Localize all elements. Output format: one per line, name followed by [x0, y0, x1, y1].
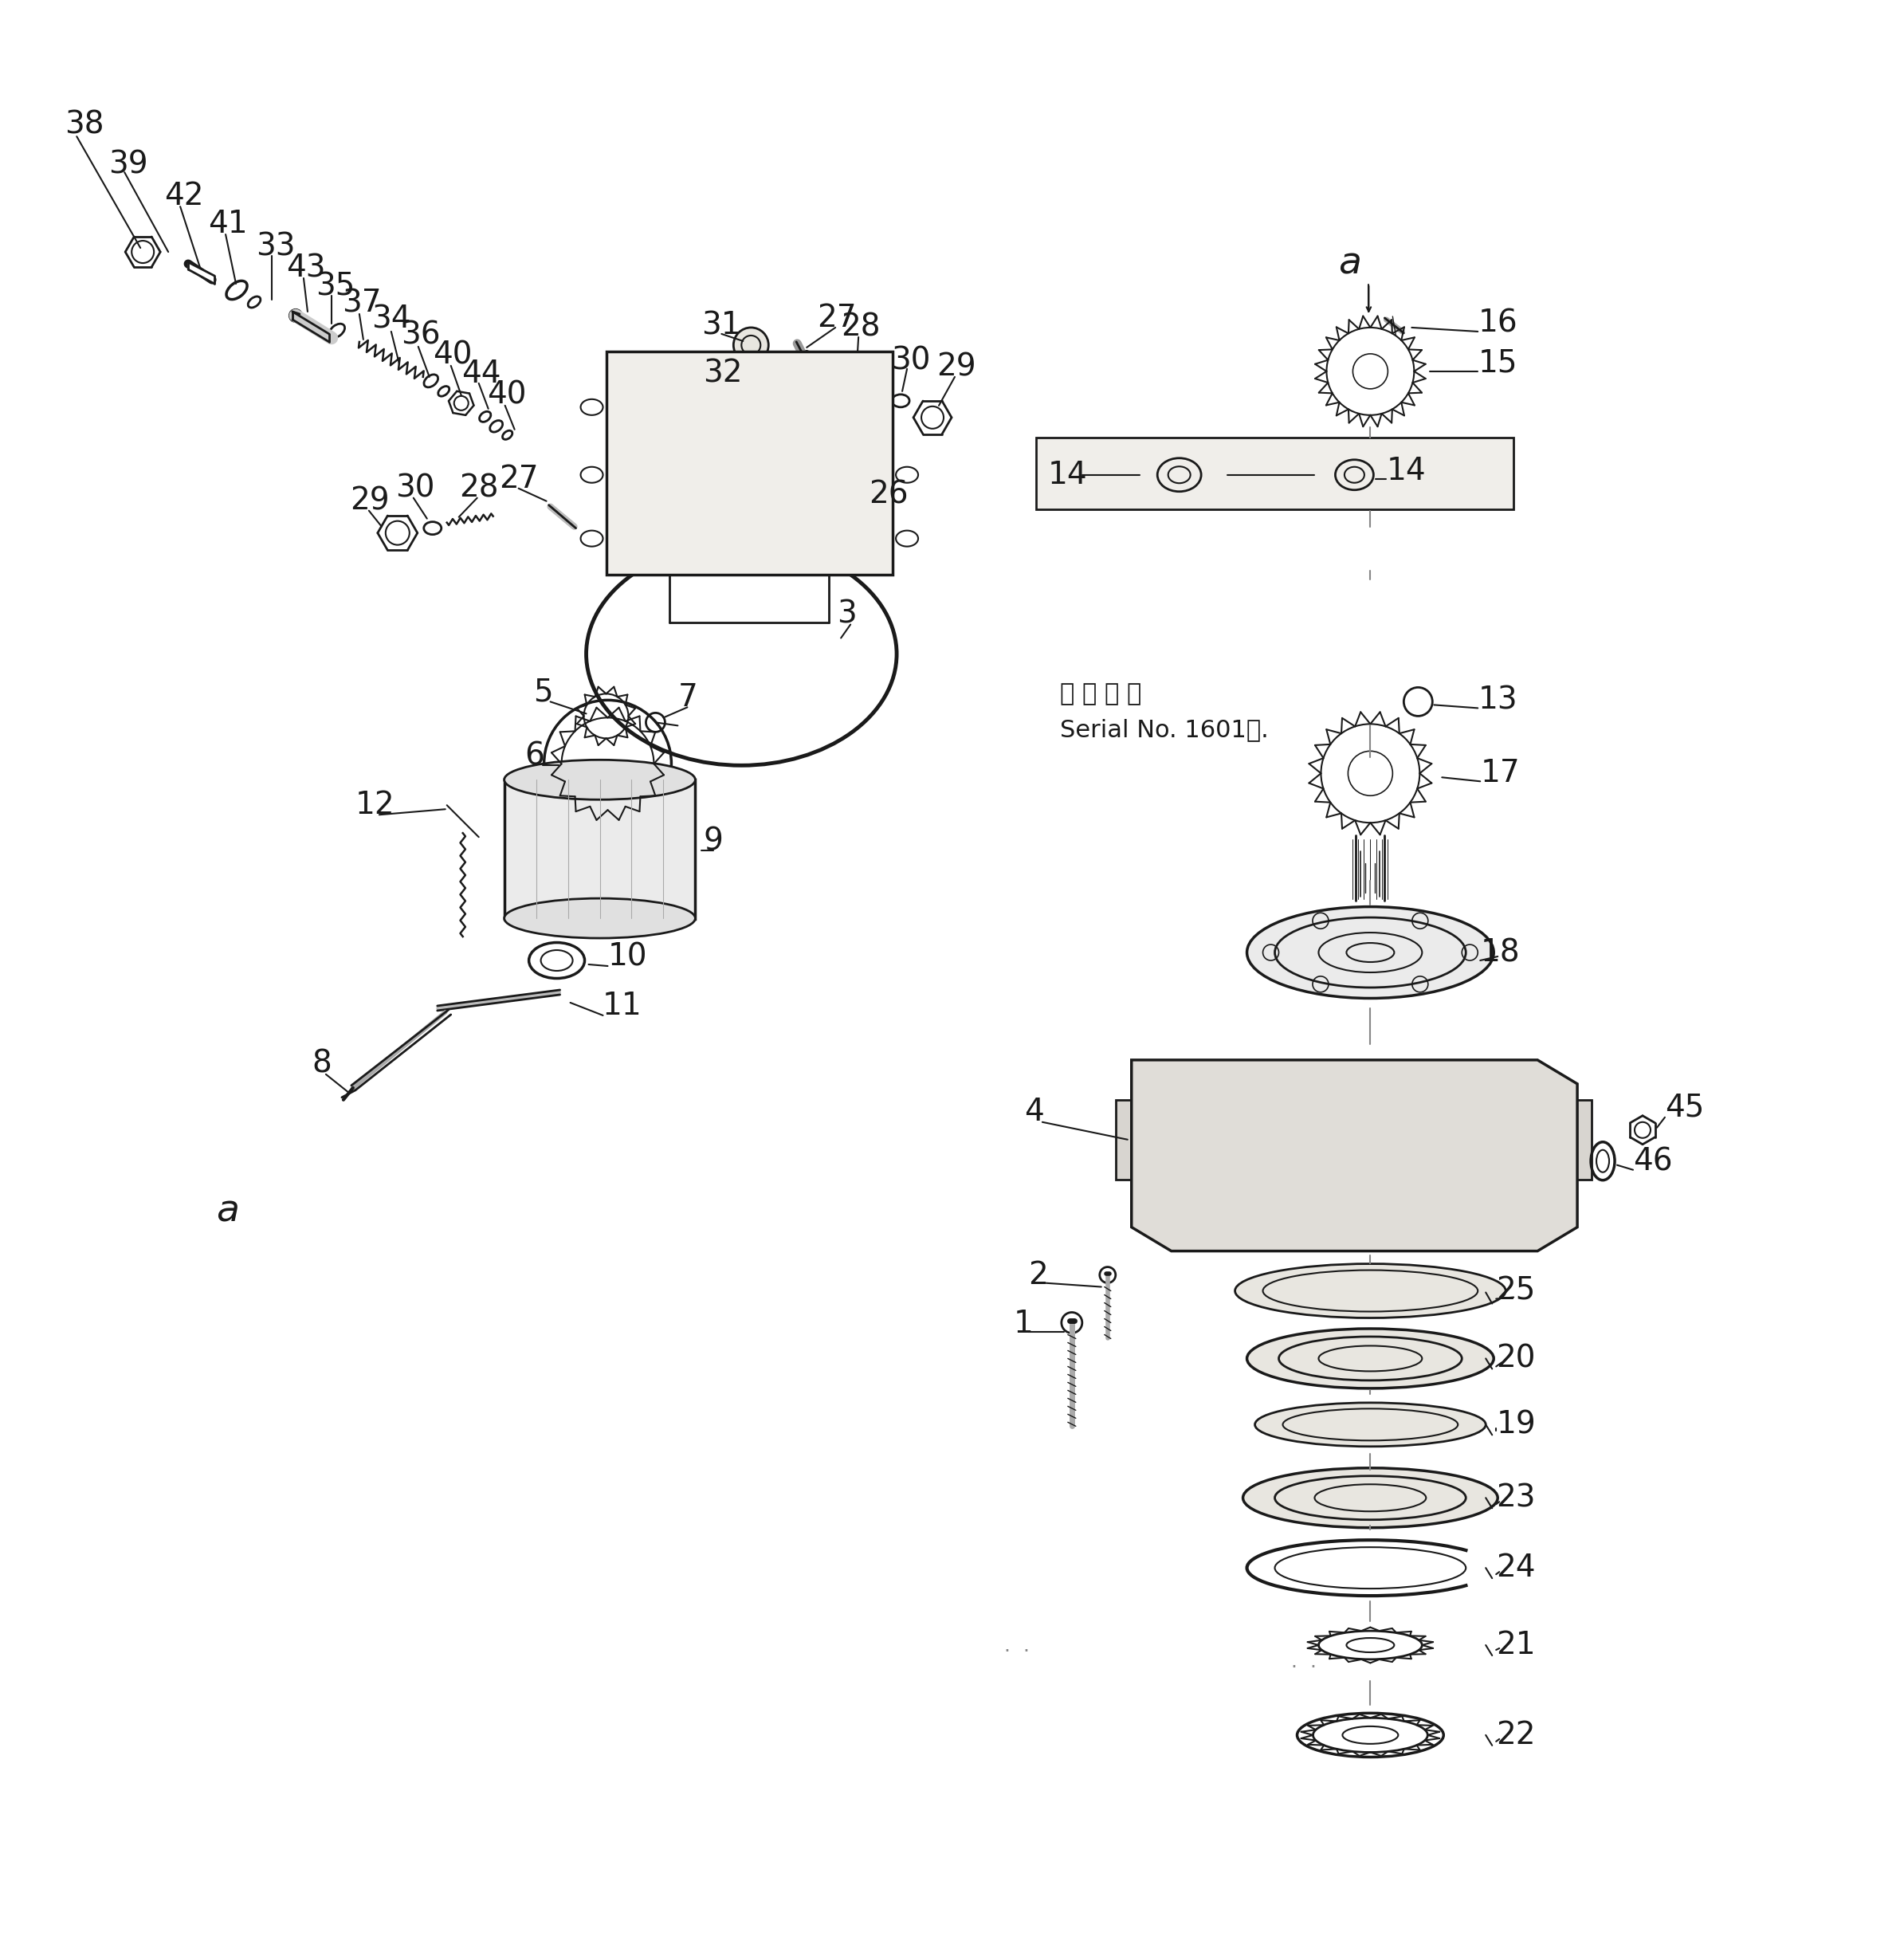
Text: 32: 32 [703, 358, 743, 389]
Text: Serial No. 1601～.: Serial No. 1601～. [1061, 717, 1268, 741]
Text: 35: 35 [316, 270, 354, 301]
Text: 適 用 号 機: 適 用 号 機 [1061, 682, 1140, 706]
Text: 1: 1 [1013, 1308, 1034, 1339]
Text: 27: 27 [817, 303, 857, 332]
Ellipse shape [1255, 1404, 1485, 1446]
Circle shape [733, 327, 769, 364]
Text: 22: 22 [1497, 1720, 1535, 1750]
FancyBboxPatch shape [1116, 1100, 1148, 1180]
Text: 33: 33 [255, 231, 295, 262]
Text: 16: 16 [1478, 309, 1517, 338]
FancyBboxPatch shape [1559, 1100, 1592, 1180]
Text: 28: 28 [842, 313, 880, 342]
Polygon shape [188, 262, 215, 284]
Text: 11: 11 [602, 991, 642, 1021]
Text: 20: 20 [1497, 1343, 1535, 1374]
Text: 38: 38 [65, 109, 105, 140]
Text: 24: 24 [1497, 1553, 1535, 1582]
Text: 29: 29 [937, 352, 977, 383]
Ellipse shape [505, 898, 695, 939]
Text: 31: 31 [703, 311, 741, 340]
Text: 41: 41 [208, 208, 248, 239]
Text: 43: 43 [286, 253, 326, 284]
Text: 30: 30 [891, 346, 931, 375]
Text: 26: 26 [868, 480, 908, 509]
Text: 39: 39 [109, 150, 149, 179]
Text: 40: 40 [432, 340, 472, 371]
Text: ·  ·: · · [1003, 1643, 1030, 1660]
Text: 36: 36 [400, 321, 440, 350]
Ellipse shape [1243, 1468, 1498, 1528]
Ellipse shape [1236, 1264, 1506, 1318]
Text: 14: 14 [1047, 459, 1087, 490]
Text: 4: 4 [1024, 1096, 1043, 1128]
Text: 6: 6 [526, 741, 545, 772]
Text: 5: 5 [533, 677, 552, 708]
Text: 37: 37 [343, 288, 381, 319]
Ellipse shape [505, 760, 695, 799]
Text: 8: 8 [312, 1050, 331, 1079]
Text: 18: 18 [1479, 937, 1519, 968]
Text: 23: 23 [1497, 1483, 1535, 1512]
FancyBboxPatch shape [505, 780, 695, 920]
Text: 13: 13 [1478, 684, 1517, 715]
Ellipse shape [1247, 1328, 1495, 1388]
Ellipse shape [1247, 906, 1495, 999]
Text: 10: 10 [607, 941, 647, 972]
Text: 27: 27 [499, 465, 539, 494]
Bar [1036, 437, 1514, 509]
Text: 46: 46 [1634, 1147, 1672, 1176]
Text: 17: 17 [1479, 758, 1519, 789]
Text: a: a [215, 1194, 240, 1229]
FancyBboxPatch shape [605, 352, 893, 573]
Polygon shape [1131, 1059, 1577, 1252]
Text: 25: 25 [1497, 1275, 1535, 1306]
Text: 15: 15 [1478, 348, 1517, 379]
Text: a: a [1339, 247, 1361, 282]
Text: 45: 45 [1664, 1093, 1704, 1124]
Text: 21: 21 [1497, 1629, 1537, 1660]
Text: 9: 9 [703, 826, 724, 855]
Text: 30: 30 [396, 472, 434, 503]
Text: 28: 28 [459, 472, 499, 503]
Text: 40: 40 [487, 381, 526, 410]
Text: 7: 7 [678, 682, 697, 713]
Text: 12: 12 [356, 789, 394, 820]
Text: 42: 42 [164, 181, 204, 212]
Text: 14: 14 [1386, 455, 1426, 486]
Text: 29: 29 [350, 486, 388, 517]
Text: 34: 34 [371, 305, 411, 334]
Text: ·  ·: · · [1291, 1658, 1316, 1678]
Text: 3: 3 [838, 599, 857, 630]
Text: 44: 44 [461, 358, 501, 389]
Text: 19: 19 [1497, 1409, 1537, 1441]
Text: 2: 2 [1028, 1260, 1047, 1291]
